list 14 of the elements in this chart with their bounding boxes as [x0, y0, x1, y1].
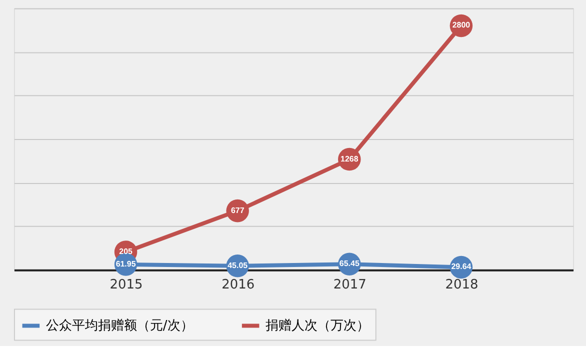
legend-label: 捐赠人次（万次）: [266, 318, 370, 334]
data-label: 61.95: [116, 259, 136, 268]
legend-label: 公众平均捐赠额（元/次）: [46, 318, 194, 334]
x-tick-label: 2016: [222, 277, 255, 292]
data-label: 65.45: [339, 259, 360, 268]
data-label: 677: [230, 206, 245, 215]
x-tick-label: 2017: [333, 277, 366, 292]
data-label: 205: [119, 246, 133, 256]
data-label: 2800: [452, 20, 471, 30]
data-label: 1268: [340, 154, 359, 164]
data-label: 45.05: [228, 260, 248, 270]
x-tick-label: 2015: [110, 277, 143, 292]
data-label: 29.64: [451, 262, 472, 272]
x-tick-label: 2018: [445, 277, 478, 292]
